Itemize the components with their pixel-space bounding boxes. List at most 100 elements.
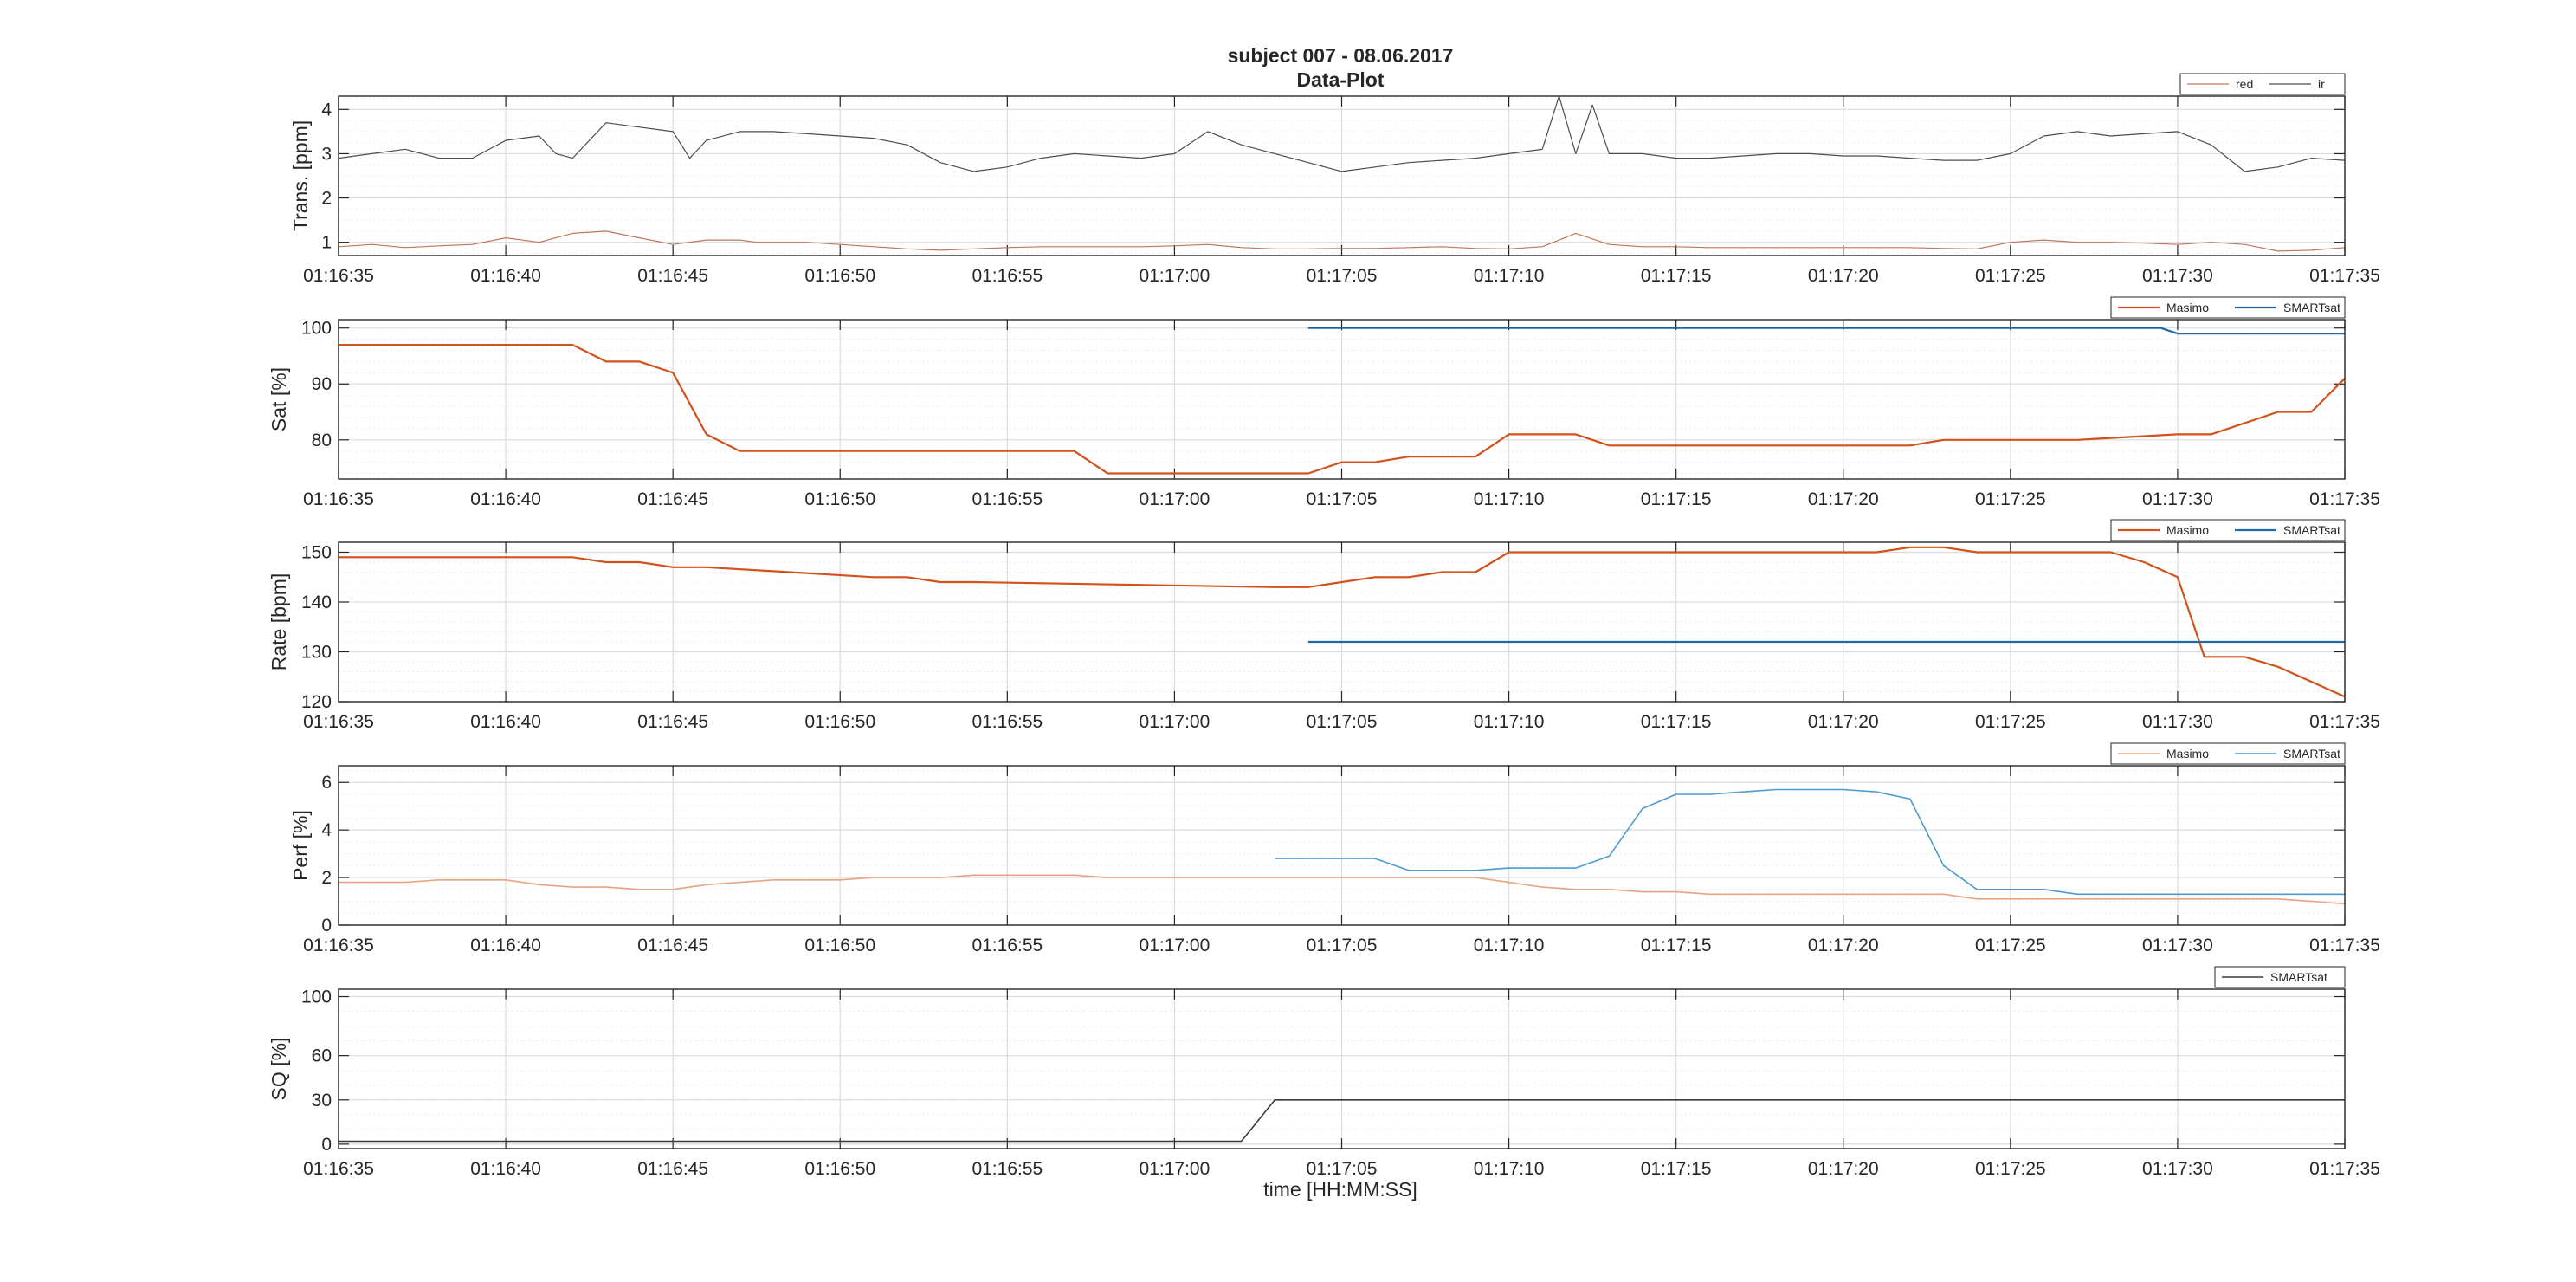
y-tick-label-sat: 90 [312,374,332,394]
legend-label-smartsat: SMARTsat [2270,970,2327,984]
legend-label-smartsat: SMARTsat [2283,747,2340,761]
x-tick-label-perf: 01:17:35 [2309,936,2380,955]
x-tick-label-perf: 01:17:10 [1474,936,1545,955]
x-tick-label-perf: 01:16:55 [972,936,1043,955]
x-tick-label-perf: 01:16:50 [804,936,875,955]
legend-label-red: red [2236,77,2253,91]
x-tick-label-sq: 01:17:35 [2309,1159,2380,1179]
x-tick-label-sat: 01:17:10 [1474,489,1545,509]
x-tick-label-trans: 01:17:30 [2142,266,2213,286]
x-tick-label-rate: 01:17:35 [2309,712,2380,732]
x-tick-label-trans: 01:17:00 [1140,266,1211,286]
y-tick-label-perf: 2 [321,868,332,888]
panel-perf: 0 2 4 6 01:16:35 01:16:40 01:16:45 01:16:50 01:1… [289,742,2380,955]
x-tick-label-perf: 01:17:00 [1140,936,1211,955]
y-tick-label-rate: 150 [301,543,332,563]
y-axis-label-perf: Perf [%] [289,810,312,881]
x-tick-label-rate: 01:16:55 [972,712,1043,732]
x-tick-label-rate: 01:17:15 [1641,712,1712,732]
x-tick-label-sq: 01:17:00 [1140,1159,1211,1179]
series-line-perf-masimo [339,874,2346,905]
legend-rate: Masimo SMARTsat [2110,519,2346,541]
legend-label-masimo: Masimo [2166,523,2209,537]
x-tick-label-sq: 01:17:30 [2142,1159,2213,1179]
x-tick-label-sq: 01:16:55 [972,1159,1043,1179]
y-tick-label-rate: 140 [301,592,332,612]
legend-label-masimo: Masimo [2166,747,2209,761]
x-tick-label-sat: 01:16:55 [972,489,1043,509]
y-tick-label-sat: 100 [301,319,332,339]
x-tick-label-sat: 01:17:25 [1975,489,2046,509]
x-tick-label-rate: 01:17:05 [1307,712,1378,732]
panel-sat: 80 90 100 01:16:35 01:16:40 01:16:45 01:16:50 0… [268,296,2380,509]
y-tick-label-sq: 30 [312,1091,332,1110]
x-tick-label-rate: 01:16:45 [637,712,708,732]
x-tick-label-trans: 01:16:45 [637,266,708,286]
x-tick-label-sq: 01:17:15 [1641,1159,1712,1179]
x-tick-label-trans: 01:16:55 [972,266,1043,286]
x-tick-label-trans: 01:17:05 [1307,266,1378,286]
x-tick-label-perf: 01:17:30 [2142,936,2213,955]
y-tick-label-rate: 130 [301,643,332,663]
x-tick-label-sat: 01:17:00 [1140,489,1211,509]
x-tick-label-sat: 01:16:35 [303,489,374,509]
figure-title-line2: Data-Plot [1297,68,1385,91]
x-tick-label-rate: 01:16:50 [804,712,875,732]
x-tick-label-sat: 01:17:30 [2142,489,2213,509]
x-tick-label-rate: 01:16:35 [303,712,374,732]
y-tick-label-sq: 100 [301,987,332,1007]
x-axis-label: time [HH:MM:SS] [1263,1178,1417,1201]
x-tick-label-perf: 01:17:15 [1641,936,1712,955]
y-tick-label-trans: 1 [321,233,332,253]
panel-trans: 1 2 3 4 01:16:35 01:16:40 01:16:45 01:16:50 01:1… [289,73,2380,286]
legend-label-ir: ir [2318,77,2325,91]
figure-title-line1: subject 007 - 08.06.2017 [1228,44,1454,67]
series-line-sat-masimo [339,344,2346,475]
y-tick-label-trans: 2 [321,189,332,209]
charts-root: 1 2 3 4 01:16:35 01:16:40 01:16:45 01:16:50 01:1… [268,73,2380,1179]
axes-box-rate [338,541,2346,703]
x-tick-label-rate: 01:17:00 [1140,712,1211,732]
x-tick-label-sq: 01:17:25 [1975,1159,2046,1179]
axes-box-trans [338,95,2346,256]
y-tick-label-sq: 60 [312,1046,332,1066]
legend-sq: SMARTsat [2214,966,2346,988]
series-line-sat-smartsat [1307,327,2345,335]
series-line-trans-ir [338,95,2346,172]
x-tick-label-sat: 01:17:15 [1641,489,1712,509]
series-line-sq-smartsat [339,1099,2345,1143]
x-tick-label-sat: 01:16:50 [804,489,875,509]
x-tick-label-perf: 01:16:35 [303,936,374,955]
x-tick-label-rate: 01:17:25 [1975,712,2046,732]
x-tick-label-sat: 01:17:20 [1808,489,1879,509]
axes-box-sq [338,988,2346,1149]
x-tick-label-rate: 01:16:40 [470,712,541,732]
x-tick-label-sq: 01:17:20 [1808,1159,1879,1179]
x-tick-label-sq: 01:16:40 [470,1159,541,1179]
x-tick-label-trans: 01:16:40 [470,266,541,286]
y-axis-label-sat: Sat [%] [268,367,290,431]
legend-sat: Masimo SMARTsat [2110,296,2346,319]
x-tick-label-trans: 01:16:50 [804,266,875,286]
x-tick-label-sq: 01:17:05 [1307,1159,1378,1179]
x-tick-label-perf: 01:17:05 [1307,936,1378,955]
x-tick-label-trans: 01:17:20 [1808,266,1879,286]
legend-trans: red ir [2179,73,2346,95]
x-tick-label-perf: 01:16:40 [470,936,541,955]
y-axis-label-trans: Trans. [ppm] [289,120,312,231]
x-tick-label-rate: 01:17:10 [1474,712,1545,732]
x-tick-label-sat: 01:16:40 [470,489,541,509]
panel-rate: 120 130 140 150 01:16:35 01:16:40 01:16:45 01:1… [268,519,2380,732]
x-tick-label-rate: 01:17:30 [2142,712,2213,732]
legend-perf: Masimo SMARTsat [2110,742,2346,765]
y-tick-label-sq: 0 [321,1135,332,1155]
x-tick-label-sq: 01:17:10 [1474,1159,1545,1179]
legend-label-smartsat: SMARTsat [2283,301,2340,314]
legend-label-masimo: Masimo [2166,301,2209,314]
y-tick-label-perf: 4 [321,820,332,840]
series-line-perf-smartsat [1275,788,2345,896]
y-tick-label-perf: 6 [321,773,332,793]
x-tick-label-sat: 01:17:35 [2309,489,2380,509]
x-tick-label-sq: 01:16:45 [637,1159,708,1179]
